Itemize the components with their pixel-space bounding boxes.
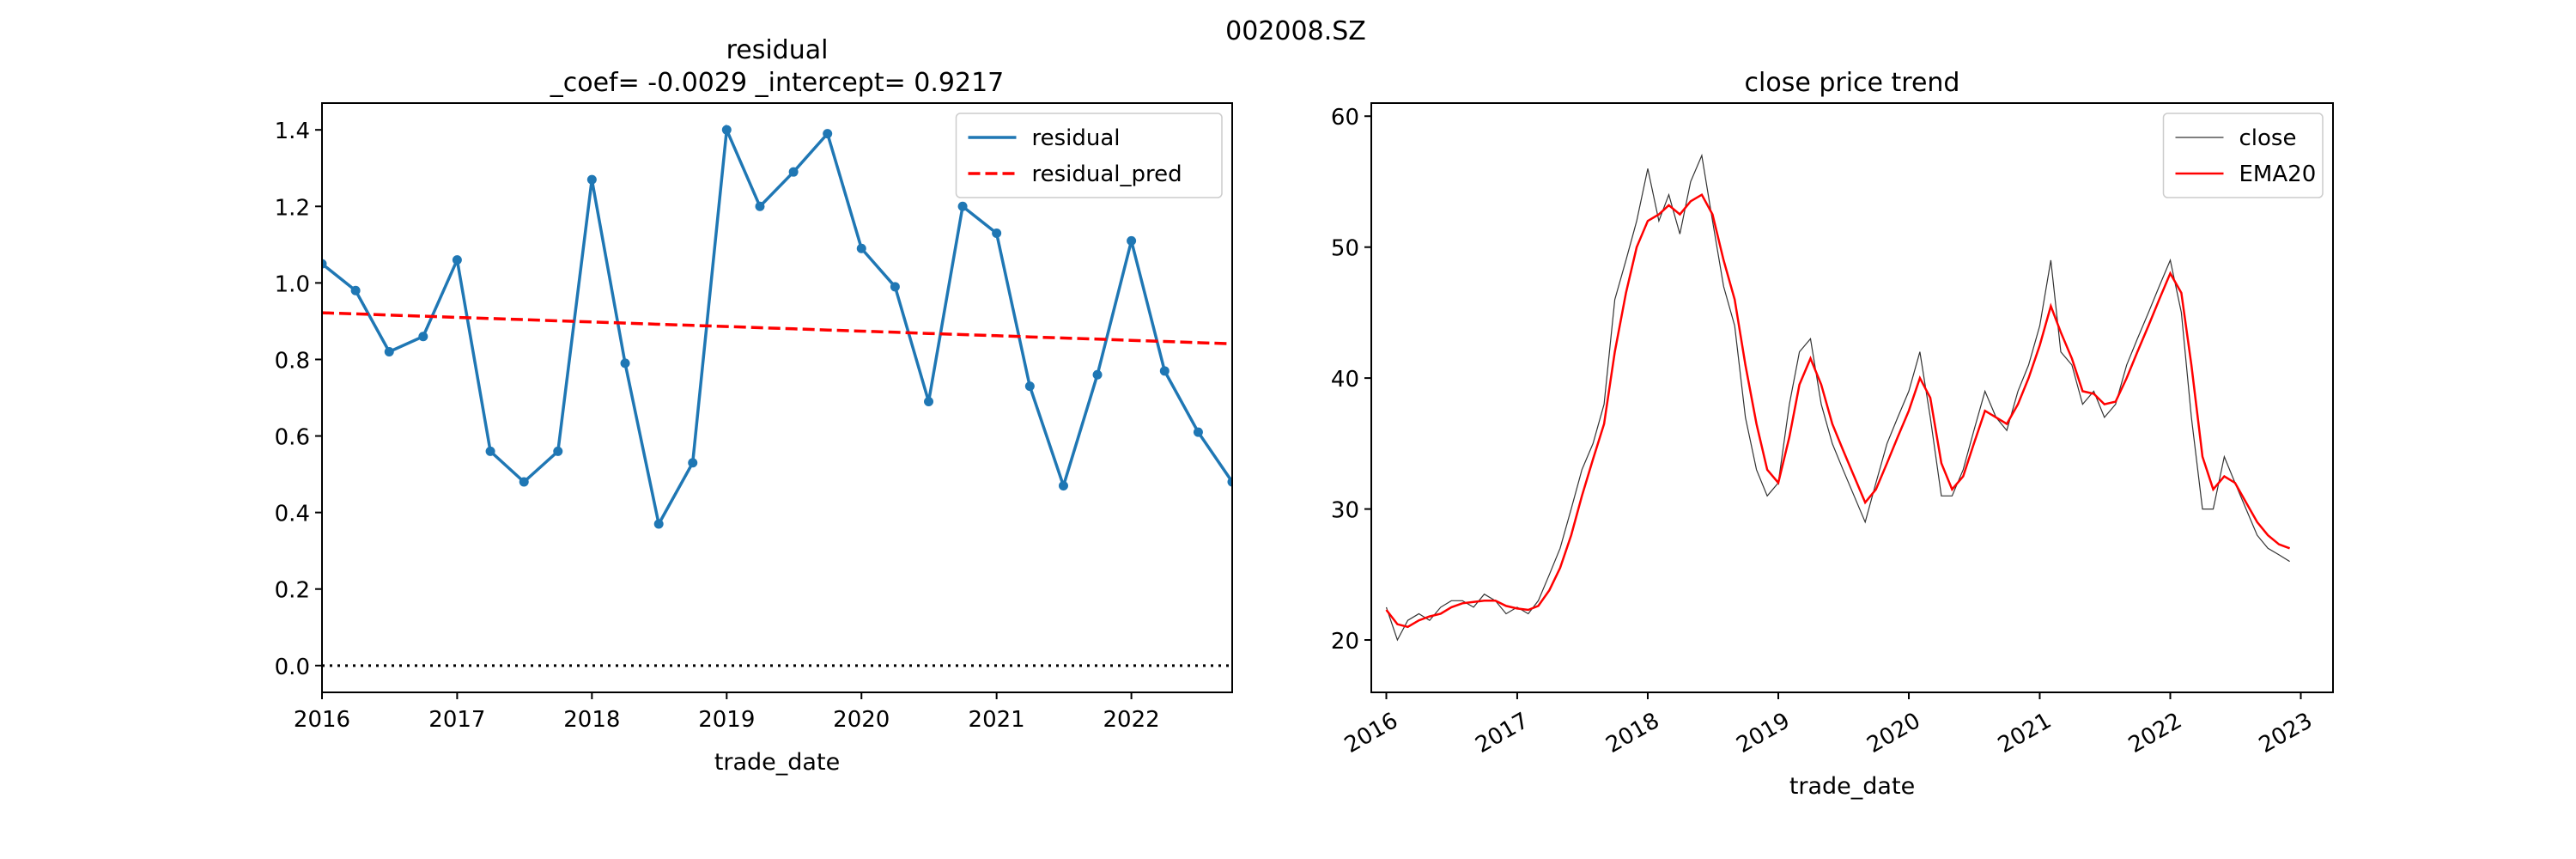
y-tick-label: 0.2 [275, 578, 310, 604]
data-point [586, 174, 597, 185]
data-point [721, 125, 732, 135]
x-tick-label: 2022 [1103, 707, 1160, 733]
close-price-chart: close price trend 20 30 40 50 60 2016 2017 2018 2… [1331, 68, 2334, 800]
figure-suptitle: 002008.SZ [1225, 16, 1366, 46]
data-point [418, 332, 428, 342]
y-tick-label: 20 [1331, 629, 1359, 655]
x-tick-label: 2016 [1340, 708, 1402, 758]
data-point [957, 201, 968, 211]
data-point [1127, 235, 1137, 246]
data-point [350, 285, 361, 295]
x-tick-label: 2022 [2124, 708, 2186, 758]
series-line-close [1385, 153, 2290, 642]
data-point [1227, 477, 1232, 487]
x-tick-label: 2018 [563, 707, 620, 733]
y-tick-label: 30 [1331, 498, 1359, 524]
chart-title-line: close price trend [1745, 68, 1960, 98]
residual-chart: residual_coef= -0.0029 _intercept= 0.921… [275, 35, 1233, 776]
plot-frame [321, 102, 1233, 693]
data-point [823, 129, 833, 139]
data-point [992, 228, 1002, 238]
x-tick-label: 2018 [1601, 708, 1663, 758]
data-point [322, 259, 327, 269]
y-tick-label: 1.0 [275, 271, 310, 297]
y-tick-label: 50 [1331, 236, 1359, 262]
y-tick-label: 0.4 [275, 502, 310, 527]
legend: close EMA20 [2162, 113, 2324, 198]
data-point [890, 282, 900, 292]
y-tick-label: 40 [1331, 367, 1359, 393]
x-tick-label: 2019 [698, 707, 755, 733]
data-point [924, 396, 934, 406]
series-line-EMA20 [1385, 192, 2291, 629]
data-point [519, 477, 529, 487]
y-tick-label: 0.0 [275, 655, 310, 680]
x-tick-label: 2020 [833, 707, 890, 733]
x-tick-label: 2023 [2255, 708, 2317, 758]
y-tick-label: 0.6 [275, 425, 310, 451]
x-axis-label: trade_date [1789, 773, 1915, 800]
x-tick-label: 2016 [294, 707, 350, 733]
legend: residual residual_pred [955, 113, 1223, 198]
series-line-residual_pred [322, 311, 1232, 345]
x-tick-label: 2020 [1862, 708, 1924, 758]
data-point [755, 201, 765, 211]
x-axis-label: trade_date [714, 749, 840, 776]
legend-label: EMA20 [2239, 161, 2317, 187]
x-tick-label: 2021 [1994, 708, 2056, 758]
data-point [688, 458, 698, 468]
plot-frame [1370, 102, 2334, 693]
x-tick-label: 2017 [428, 707, 485, 733]
data-point [1024, 381, 1035, 392]
y-tick-label: 60 [1331, 105, 1359, 131]
legend-box [955, 113, 1223, 198]
legend-label: residual_pred [1032, 161, 1182, 187]
data-point [452, 255, 462, 265]
y-tick-label: 1.2 [275, 195, 310, 221]
data-point [1092, 369, 1103, 380]
y-tick-label: 0.8 [275, 348, 310, 374]
x-tick-label: 2021 [969, 707, 1025, 733]
series-line-residual [322, 124, 1232, 528]
x-tick-label: 2017 [1471, 708, 1533, 758]
legend-box [2162, 113, 2324, 198]
legend-label: close [2239, 125, 2297, 151]
data-point [620, 358, 630, 369]
data-point [1193, 427, 1203, 437]
data-point [788, 167, 799, 177]
data-point [856, 243, 866, 253]
data-point [384, 347, 394, 357]
data-point [485, 446, 495, 456]
data-point [553, 446, 563, 456]
chart-title-line: _coef= -0.0029 _intercept= 0.9217 [550, 68, 1005, 98]
y-tick-label: 1.4 [275, 119, 310, 144]
x-tick-label: 2019 [1732, 708, 1794, 758]
chart-title-line: residual [726, 35, 829, 65]
data-point [1058, 480, 1068, 490]
data-point [1159, 366, 1170, 376]
data-point [653, 519, 664, 529]
legend-label: residual [1032, 125, 1121, 151]
